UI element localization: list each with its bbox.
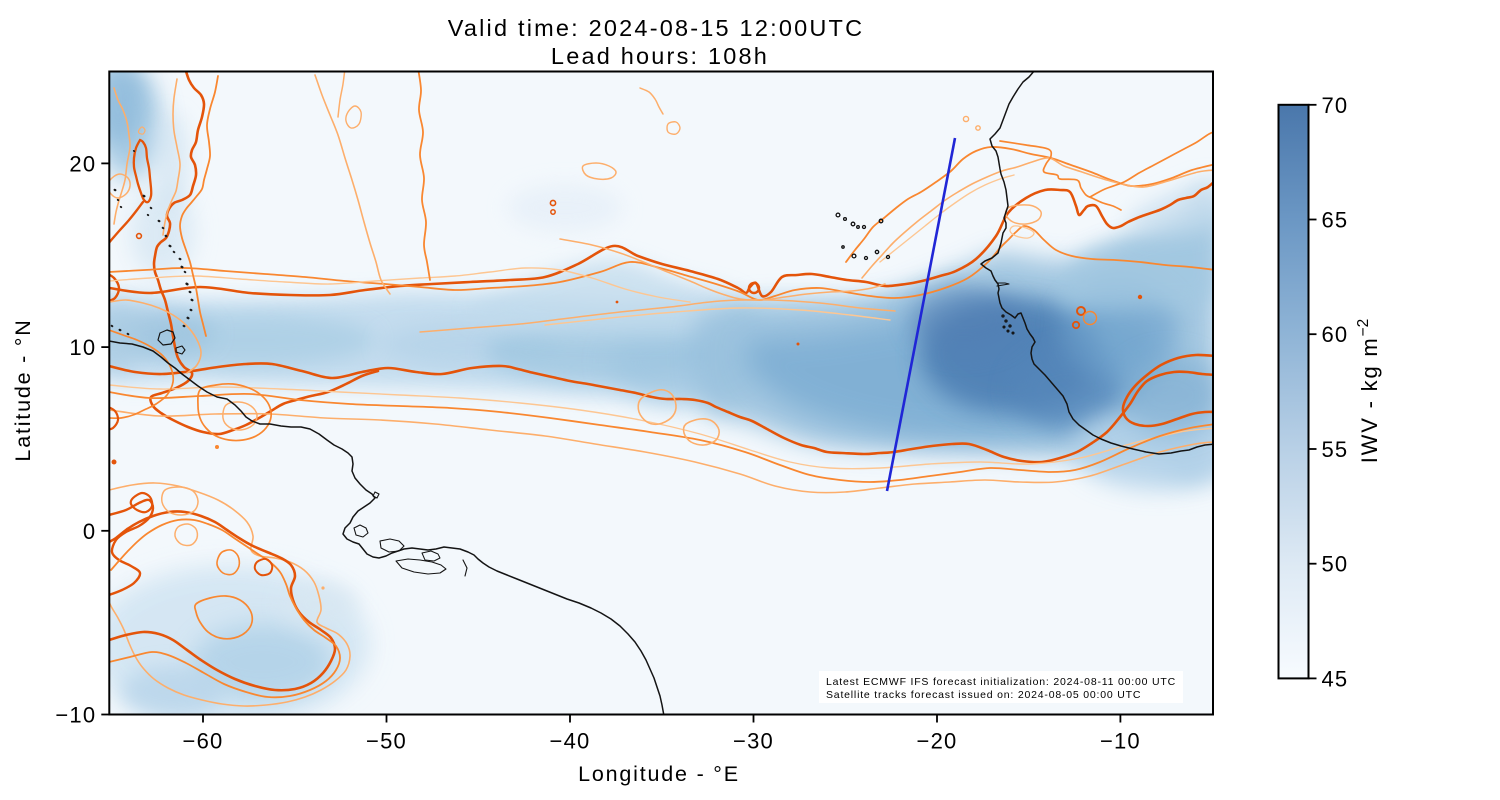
svg-text:55: 55: [1322, 437, 1349, 462]
svg-text:Longitude - °E: Longitude - °E: [578, 762, 740, 786]
svg-text:Latest ECMWF IFS forecast init: Latest ECMWF IFS forecast initialization…: [826, 676, 1176, 688]
svg-text:45: 45: [1322, 666, 1349, 691]
svg-text:−10: −10: [1100, 729, 1141, 754]
svg-text:65: 65: [1322, 208, 1349, 233]
svg-text:−30: −30: [733, 729, 774, 754]
svg-text:60: 60: [1322, 322, 1349, 347]
svg-text:0: 0: [83, 519, 96, 544]
svg-text:20: 20: [69, 151, 96, 176]
svg-text:50: 50: [1322, 552, 1349, 577]
svg-text:IWV - kg m−2: IWV - kg m−2: [1355, 319, 1382, 463]
svg-text:Latitude - °N: Latitude - °N: [11, 318, 35, 461]
svg-text:−40: −40: [550, 729, 591, 754]
svg-text:Valid time: 2024-08-15 12:00UT: Valid time: 2024-08-15 12:00UTC: [448, 15, 865, 41]
svg-text:Lead hours: 108h: Lead hours: 108h: [551, 43, 769, 69]
svg-text:−20: −20: [917, 729, 958, 754]
svg-text:−10: −10: [55, 703, 96, 728]
svg-text:Satellite tracks forecast issu: Satellite tracks forecast issued on: 202…: [826, 689, 1141, 701]
svg-text:−60: −60: [183, 729, 224, 754]
svg-text:70: 70: [1322, 93, 1349, 118]
svg-text:10: 10: [69, 335, 96, 360]
svg-text:−50: −50: [366, 729, 407, 754]
